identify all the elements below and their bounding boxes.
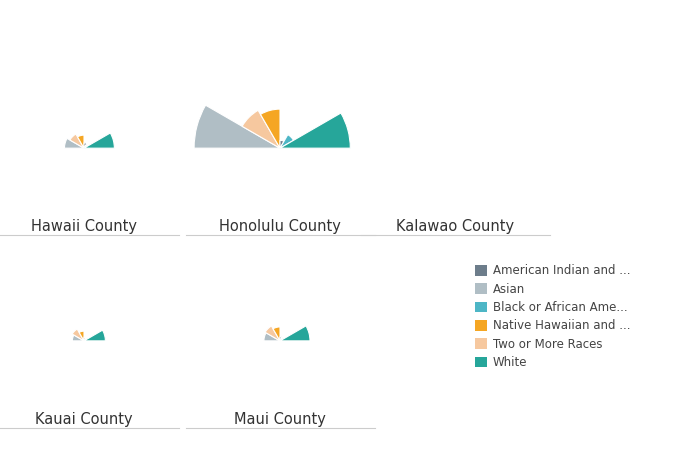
Wedge shape: [79, 331, 84, 341]
Wedge shape: [84, 330, 106, 341]
Wedge shape: [280, 326, 310, 341]
Wedge shape: [84, 337, 86, 341]
Legend: American Indian and ..., Asian, Black or African Ame..., Native Hawaiian and ...: American Indian and ..., Asian, Black or…: [475, 265, 630, 369]
Wedge shape: [194, 105, 280, 148]
Wedge shape: [260, 109, 280, 148]
Text: Kalawao County: Kalawao County: [396, 219, 514, 234]
Wedge shape: [72, 335, 84, 341]
Text: Hawaii County: Hawaii County: [31, 219, 137, 234]
Wedge shape: [242, 110, 280, 148]
Wedge shape: [84, 133, 114, 148]
Wedge shape: [273, 327, 280, 341]
Wedge shape: [280, 337, 282, 341]
Wedge shape: [280, 113, 350, 148]
Wedge shape: [280, 338, 283, 341]
Wedge shape: [70, 134, 84, 148]
Wedge shape: [264, 333, 280, 341]
Wedge shape: [84, 145, 87, 148]
Text: Maui County: Maui County: [234, 412, 326, 427]
Wedge shape: [72, 329, 84, 341]
Wedge shape: [78, 135, 84, 148]
Wedge shape: [265, 326, 280, 341]
Wedge shape: [280, 141, 284, 148]
Wedge shape: [280, 134, 293, 148]
Text: Kauai County: Kauai County: [35, 412, 133, 427]
Text: Honolulu County: Honolulu County: [219, 219, 341, 234]
Wedge shape: [84, 338, 87, 341]
Wedge shape: [84, 143, 87, 148]
Wedge shape: [64, 138, 84, 148]
